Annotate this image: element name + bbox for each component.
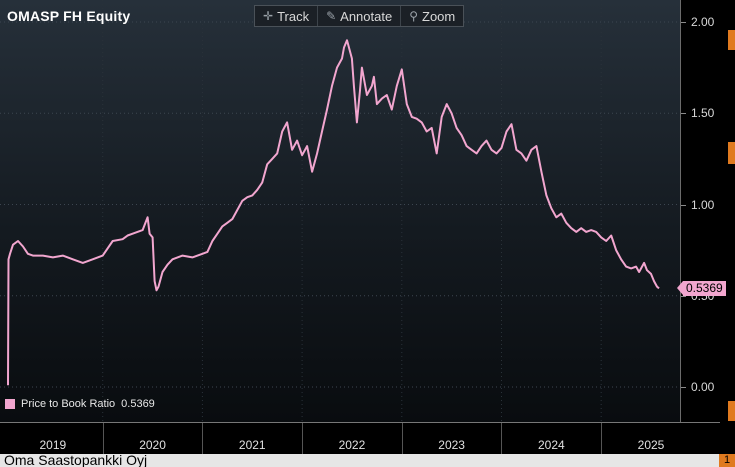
chart-title: OMASP FH Equity — [7, 8, 131, 24]
magnifier-icon: ⚲ — [409, 9, 418, 23]
axis-marker-bottom[interactable] — [728, 401, 735, 421]
y-tick-mark-1 — [681, 113, 686, 115]
y-tick-label-2: 1.00 — [691, 197, 715, 212]
y-tick-label-0: 2.00 — [691, 15, 715, 29]
y-tick-mark-0 — [681, 22, 686, 23]
legend-value: 0.5369 — [121, 398, 155, 410]
track-button[interactable]: ✛ Track — [255, 6, 319, 26]
track-label: Track — [277, 8, 310, 24]
y-tick-label-1: 1.50 — [691, 106, 715, 121]
x-tick-label-2019: 2019 — [39, 438, 67, 452]
zoom-button[interactable]: ⚲ Zoom — [401, 6, 463, 26]
status-bar: Oma Saastopankki Oyj 1 — [0, 454, 735, 467]
y-tick-label-4: 0.00 — [691, 380, 715, 394]
last-value-tag: 0.5369 — [677, 281, 726, 296]
chart-toolbar: ✛ Track ✎ Annotate ⚲ Zoom — [254, 5, 465, 27]
legend-label: Price to Book Ratio — [21, 398, 116, 410]
x-tick-label-2021: 2021 — [238, 438, 266, 452]
year-separator-1 — [102, 423, 104, 455]
year-separator-2 — [202, 423, 204, 455]
security-name: Oma Saastopankki Oyj — [4, 454, 148, 467]
year-separator-4 — [401, 423, 403, 455]
chart-plot-area[interactable] — [0, 0, 680, 422]
x-axis: 2019 2020 2021 2022 2023 2024 2025 — [0, 422, 720, 455]
x-tick-label-2024: 2024 — [537, 438, 565, 452]
y-tick-mark-4 — [681, 387, 686, 388]
y-axis: 2.001.501.000.500.00 — [680, 0, 735, 422]
legend-swatch — [5, 399, 15, 409]
crosshair-icon: ✛ — [263, 9, 274, 23]
year-separator-6 — [601, 423, 603, 455]
x-tick-label-2025: 2025 — [637, 438, 665, 452]
axis-marker-middle[interactable] — [728, 142, 735, 164]
series-line-price-to-book[interactable] — [7, 39, 660, 386]
year-separator-3 — [302, 423, 304, 455]
price-to-book-chart[interactable] — [0, 0, 680, 422]
y-tick-mark-3 — [681, 295, 686, 297]
x-tick-label-2022: 2022 — [338, 438, 366, 452]
x-tick-label-2023: 2023 — [438, 438, 465, 452]
year-separator-5 — [501, 423, 503, 455]
page-number[interactable]: 1 — [719, 454, 735, 467]
pencil-icon: ✎ — [326, 9, 337, 23]
annotate-label: Annotate — [340, 8, 393, 24]
legend[interactable]: Price to Book Ratio 0.5369 — [5, 398, 155, 410]
annotate-button[interactable]: ✎ Annotate — [318, 6, 402, 26]
zoom-label: Zoom — [422, 8, 456, 24]
y-tick-mark-2 — [681, 204, 686, 206]
x-tick-label-2020: 2020 — [139, 438, 166, 452]
axis-marker-top[interactable] — [728, 30, 735, 50]
